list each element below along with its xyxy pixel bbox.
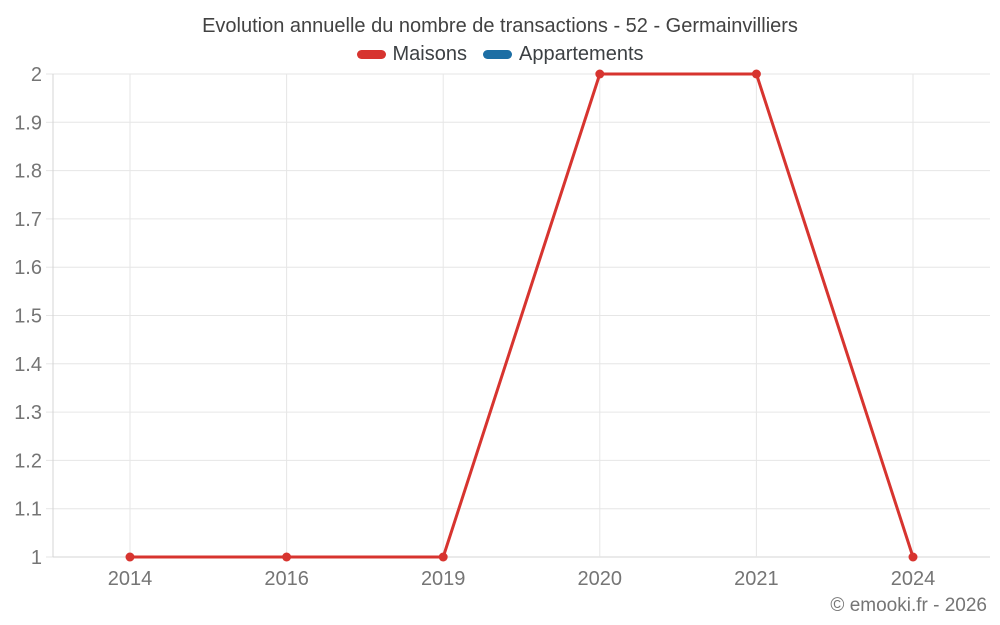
x-tick-label: 2024 xyxy=(891,568,936,590)
data-point-maisons[interactable] xyxy=(751,69,761,79)
x-tick-label: 2014 xyxy=(108,568,153,590)
x-tick-label: 2021 xyxy=(734,568,779,590)
data-point-maisons[interactable] xyxy=(282,552,292,562)
y-tick-label: 2 xyxy=(31,64,42,86)
x-tick-label: 2016 xyxy=(264,568,309,590)
chart-title: Evolution annuelle du nombre de transact… xyxy=(202,15,798,37)
legend-label-maisons: Maisons xyxy=(392,43,467,65)
y-tick-label: 1.3 xyxy=(14,402,42,424)
y-tick-label: 1 xyxy=(31,547,42,569)
data-point-maisons[interactable] xyxy=(125,552,135,562)
legend-swatch-maisons-icon xyxy=(356,49,386,59)
data-point-maisons[interactable] xyxy=(908,552,918,562)
y-tick-label: 1.9 xyxy=(14,112,42,134)
x-tick-label: 2019 xyxy=(421,568,466,590)
legend-item-appartements[interactable]: Appartements xyxy=(482,43,644,65)
y-tick-label: 1.5 xyxy=(14,306,42,328)
y-tick-label: 1.6 xyxy=(14,257,42,279)
y-tick-label: 1.8 xyxy=(14,161,42,183)
copyright: © emooki.fr - 2026 xyxy=(830,595,987,616)
x-tick-label: 2020 xyxy=(578,568,623,590)
series-line-maisons xyxy=(128,72,915,559)
legend: Maisons Appartements xyxy=(0,44,1000,64)
data-point-maisons[interactable] xyxy=(595,69,605,79)
data-point-maisons[interactable] xyxy=(438,552,448,562)
y-tick-label: 1.1 xyxy=(14,499,42,521)
y-tick-label: 1.7 xyxy=(14,209,42,231)
legend-label-appartements: Appartements xyxy=(518,43,644,65)
y-tick-label: 1.4 xyxy=(14,354,42,376)
y-tick-label: 1.2 xyxy=(14,450,42,472)
legend-item-maisons[interactable]: Maisons xyxy=(356,43,467,65)
legend-swatch-appartements-icon xyxy=(482,49,512,59)
